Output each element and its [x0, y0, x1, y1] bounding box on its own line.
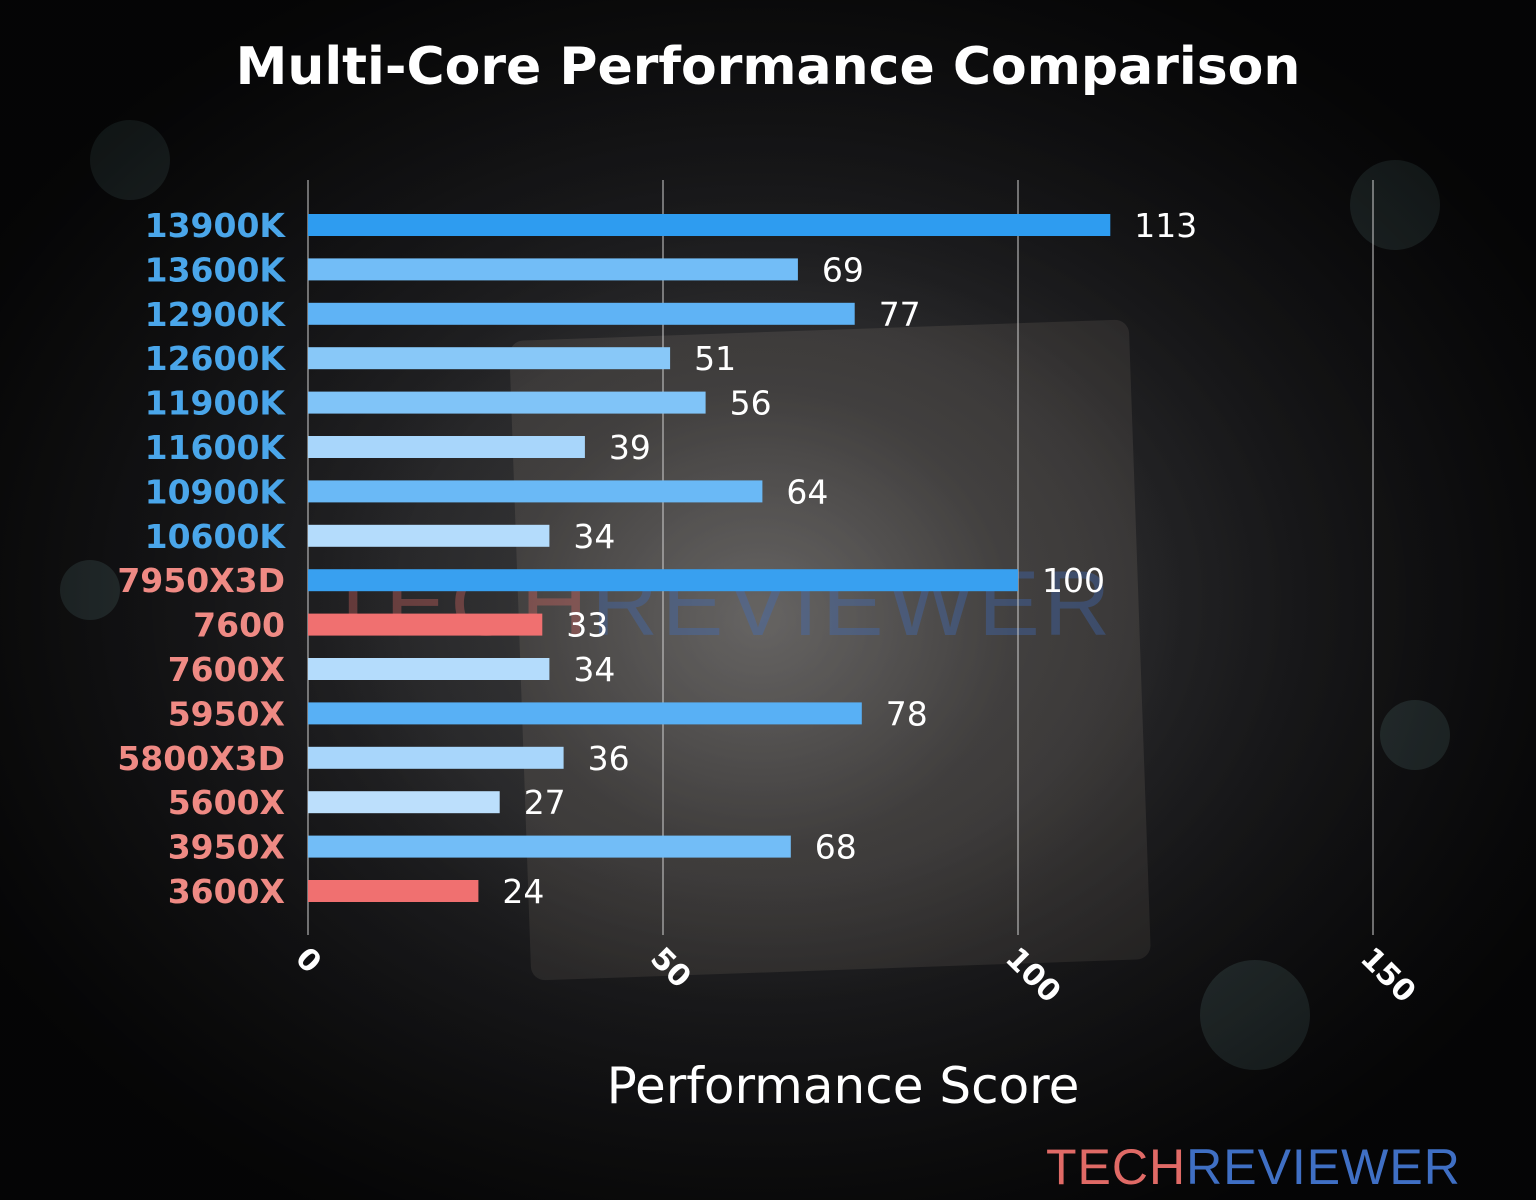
value-label: 39	[609, 428, 651, 467]
value-label: 77	[879, 295, 921, 334]
category-label: 5800X3D	[117, 739, 285, 778]
value-label: 27	[524, 783, 566, 822]
bar-3600X	[308, 880, 479, 902]
bar-10900K	[308, 480, 763, 503]
category-labels: 13900K 13600K 12900K 12600K 11900K 11600K 1090…	[117, 206, 286, 911]
bar-5800X3D	[308, 746, 564, 769]
value-label: 100	[1042, 561, 1105, 600]
value-label: 56	[730, 384, 772, 423]
bar-3950X	[308, 835, 791, 858]
bars	[308, 214, 1111, 902]
brand-logo-part2: REVIEWER	[1186, 1139, 1461, 1195]
x-axis-label: Performance Score	[607, 1057, 1080, 1115]
watermark-center-part1: TECH	[325, 553, 591, 655]
category-label: 11900K	[145, 384, 287, 423]
x-tick-label: 0	[288, 941, 328, 981]
x-tick-label: 50	[643, 941, 697, 995]
category-label: 13900K	[145, 206, 287, 245]
category-label: 7600X	[168, 650, 285, 689]
watermark-center: TECHREVIEWER	[325, 553, 1114, 655]
bar-10600K	[308, 524, 550, 547]
bar-13900K	[308, 214, 1111, 236]
bar-7600X	[308, 658, 550, 680]
chart-title: Multi-Core Performance Comparison	[236, 37, 1301, 97]
category-label: 11600K	[145, 428, 287, 467]
x-tick-label: 100	[998, 941, 1067, 1010]
bar-11900K	[308, 391, 706, 414]
watermark-center-part2: REVIEWER	[591, 553, 1114, 655]
value-label: 24	[502, 872, 544, 911]
bar-11600K	[308, 436, 585, 458]
category-label: 10600K	[145, 517, 287, 556]
brand-logo: TECHREVIEWER	[1046, 1138, 1516, 1195]
value-label: 33	[566, 606, 608, 645]
category-label: 10900K	[145, 472, 287, 511]
x-tick-labels: 0 50 100 150	[288, 941, 1422, 1010]
value-label: 51	[694, 339, 736, 378]
x-tick-label: 150	[1353, 941, 1422, 1010]
brand-logo-part1: TECH	[1046, 1139, 1187, 1195]
category-label: 13600K	[145, 250, 287, 289]
category-label: 7600	[193, 606, 285, 645]
bar-12900K	[308, 302, 855, 325]
bar-7600	[308, 613, 543, 636]
value-label: 69	[822, 250, 864, 289]
category-label: 5950X	[168, 694, 285, 733]
bar-13600K	[308, 258, 798, 281]
value-label: 64	[786, 472, 828, 511]
value-label: 113	[1134, 206, 1197, 245]
value-label: 78	[886, 694, 928, 733]
category-label: 12600K	[145, 339, 287, 378]
category-label: 7950X3D	[117, 561, 285, 600]
value-label: 68	[815, 828, 857, 867]
bar-5950X	[308, 702, 862, 725]
bar-5600X	[308, 791, 500, 814]
value-label: 34	[573, 650, 615, 689]
value-label: 34	[573, 517, 615, 556]
category-label: 3950X	[168, 828, 285, 867]
category-label: 12900K	[145, 295, 287, 334]
bar-12600K	[308, 347, 671, 370]
value-labels: 113 69 77 51 56 39 64 34 100 33 34 78 36 27 68 24	[502, 206, 1197, 911]
value-label: 36	[588, 739, 630, 778]
bar-7950X3D	[308, 569, 1018, 592]
category-label: 3600X	[168, 872, 285, 911]
category-label: 5600X	[168, 783, 285, 822]
